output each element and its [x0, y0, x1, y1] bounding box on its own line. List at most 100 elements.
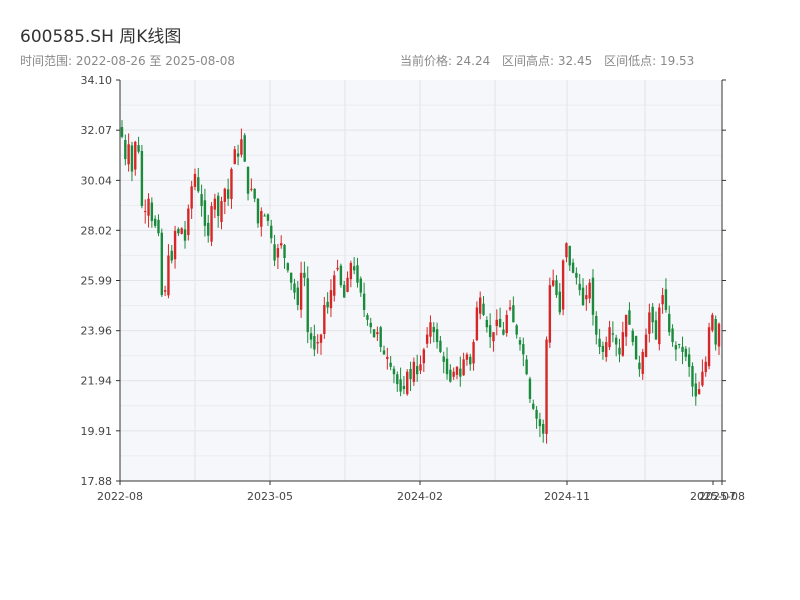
candle [376, 326, 379, 341]
candle [266, 213, 270, 226]
candle [319, 333, 323, 355]
candle [323, 296, 326, 339]
candle [415, 354, 419, 382]
candle-body [120, 127, 124, 137]
candle [435, 322, 439, 349]
candle [641, 348, 644, 380]
candle [213, 193, 217, 219]
y-tick-label: 25.99 [81, 275, 113, 288]
candle-body [674, 345, 678, 350]
candle [369, 317, 372, 334]
candle-body [359, 278, 362, 293]
candle [621, 321, 625, 357]
candle [230, 167, 233, 209]
candle-body [296, 287, 299, 305]
y-tick-label: 32.07 [81, 124, 113, 137]
candle-body [147, 198, 150, 216]
candle [654, 311, 658, 340]
candle [558, 283, 561, 315]
candle-body [372, 329, 376, 338]
candle [326, 292, 329, 314]
candle-body [492, 332, 495, 342]
candle [634, 335, 638, 360]
candle-body [362, 293, 366, 310]
candle [273, 234, 276, 267]
candle [329, 279, 333, 318]
candle-body [369, 322, 372, 328]
candle-body [565, 243, 568, 258]
x-tick-label: 2024-02 [397, 490, 443, 503]
candle [551, 269, 555, 288]
candle-body [588, 282, 591, 299]
candle [389, 356, 392, 371]
candle-body [664, 289, 668, 310]
candle [270, 219, 273, 244]
candle-body [571, 262, 575, 273]
candle [707, 322, 711, 370]
candle [535, 406, 538, 429]
candle-body [127, 144, 130, 165]
candle-body [313, 336, 316, 350]
candle-body [299, 272, 303, 310]
candle [542, 419, 545, 443]
candle-body [618, 347, 621, 355]
candle-body [246, 166, 250, 194]
candle-body [429, 322, 432, 337]
candle-body [522, 344, 525, 355]
candle [605, 336, 608, 362]
candle [260, 207, 263, 237]
candle-body [140, 150, 144, 207]
candle-body [382, 350, 386, 355]
candle-body [402, 385, 406, 390]
candle [671, 324, 674, 347]
candle [462, 352, 465, 376]
range-low-text: 区间低点: 19.53 [604, 54, 695, 68]
candle-body [488, 325, 492, 338]
candle-body [263, 215, 266, 217]
candle [140, 144, 144, 209]
candle [515, 323, 518, 339]
candle-body [170, 250, 173, 261]
candle-body [289, 272, 293, 283]
candle-body [319, 334, 323, 343]
candle [432, 322, 435, 343]
y-tick-label: 21.94 [81, 375, 113, 388]
candle [372, 328, 376, 338]
candle [253, 188, 256, 203]
candle-body [346, 277, 349, 292]
candle [681, 336, 684, 365]
candle-body [631, 330, 634, 343]
candle-body [230, 169, 233, 200]
candle-body [236, 153, 240, 157]
candle [250, 178, 253, 192]
candle [668, 305, 671, 336]
candle-body [634, 335, 638, 360]
candle-body [233, 149, 236, 165]
candle-body [508, 307, 512, 310]
candle [243, 133, 246, 163]
candle [306, 266, 309, 344]
candle-body [435, 329, 439, 343]
candle-body [502, 329, 505, 335]
candle-body [668, 313, 671, 333]
candle-body [163, 290, 167, 292]
candle [283, 243, 286, 269]
candle-body [515, 325, 518, 335]
candle [386, 347, 389, 370]
candle [313, 324, 316, 357]
candle [598, 328, 601, 355]
candle [588, 278, 591, 304]
candle-body [585, 295, 588, 300]
candle-body [256, 198, 260, 224]
candle [591, 269, 595, 326]
candle-body [293, 283, 296, 293]
candle [651, 303, 654, 334]
candle-body [197, 177, 200, 192]
candle-body [459, 368, 462, 377]
candle-body [223, 188, 227, 202]
candle [595, 311, 598, 345]
candle-body [376, 332, 379, 335]
range-high-text: 区间高点: 32.45 [502, 54, 593, 68]
candle-body [654, 320, 658, 340]
candle-body [691, 366, 694, 387]
